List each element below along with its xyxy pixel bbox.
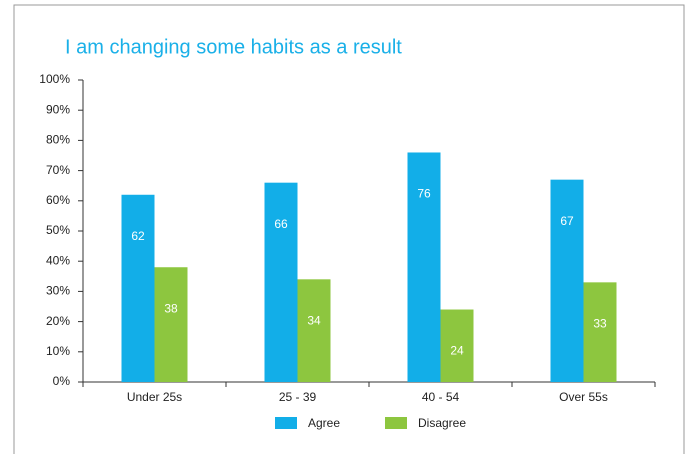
bar <box>297 279 331 382</box>
x-tick-label: 40 - 54 <box>422 390 460 404</box>
bar <box>121 194 155 382</box>
bar <box>154 267 188 382</box>
legend-label: Disagree <box>418 416 466 430</box>
y-tick-label: 70% <box>46 163 70 177</box>
y-tick-label: 40% <box>46 253 70 267</box>
x-tick-label: Under 25s <box>127 390 182 404</box>
y-tick-label: 90% <box>46 102 70 116</box>
chart-title: I am changing some habits as a result <box>65 36 402 58</box>
legend-label: Agree <box>308 416 340 430</box>
y-tick-label: 0% <box>53 374 71 388</box>
y-tick-label: 100% <box>39 72 70 86</box>
data-label: 66 <box>274 217 288 231</box>
bar <box>440 309 474 382</box>
y-tick-label: 80% <box>46 133 70 147</box>
bar <box>550 179 584 382</box>
legend-swatch <box>275 417 297 429</box>
legend-swatch <box>385 417 407 429</box>
data-label: 76 <box>417 187 431 201</box>
data-label: 33 <box>593 317 607 331</box>
y-tick-label: 30% <box>46 284 70 298</box>
x-tick-label: Over 55s <box>559 390 608 404</box>
y-tick-label: 10% <box>46 344 70 358</box>
y-tick-label: 60% <box>46 193 70 207</box>
frame <box>13 4 685 454</box>
y-tick-label: 50% <box>46 223 70 237</box>
bar <box>407 152 441 382</box>
data-label: 62 <box>131 229 145 243</box>
data-label: 24 <box>450 344 464 358</box>
bar <box>264 182 298 382</box>
data-label: 38 <box>164 301 178 315</box>
x-tick-label: 25 - 39 <box>279 390 317 404</box>
bar <box>583 282 617 382</box>
data-label: 34 <box>307 313 321 327</box>
data-label: 67 <box>560 214 574 228</box>
y-tick-label: 20% <box>46 314 70 328</box>
